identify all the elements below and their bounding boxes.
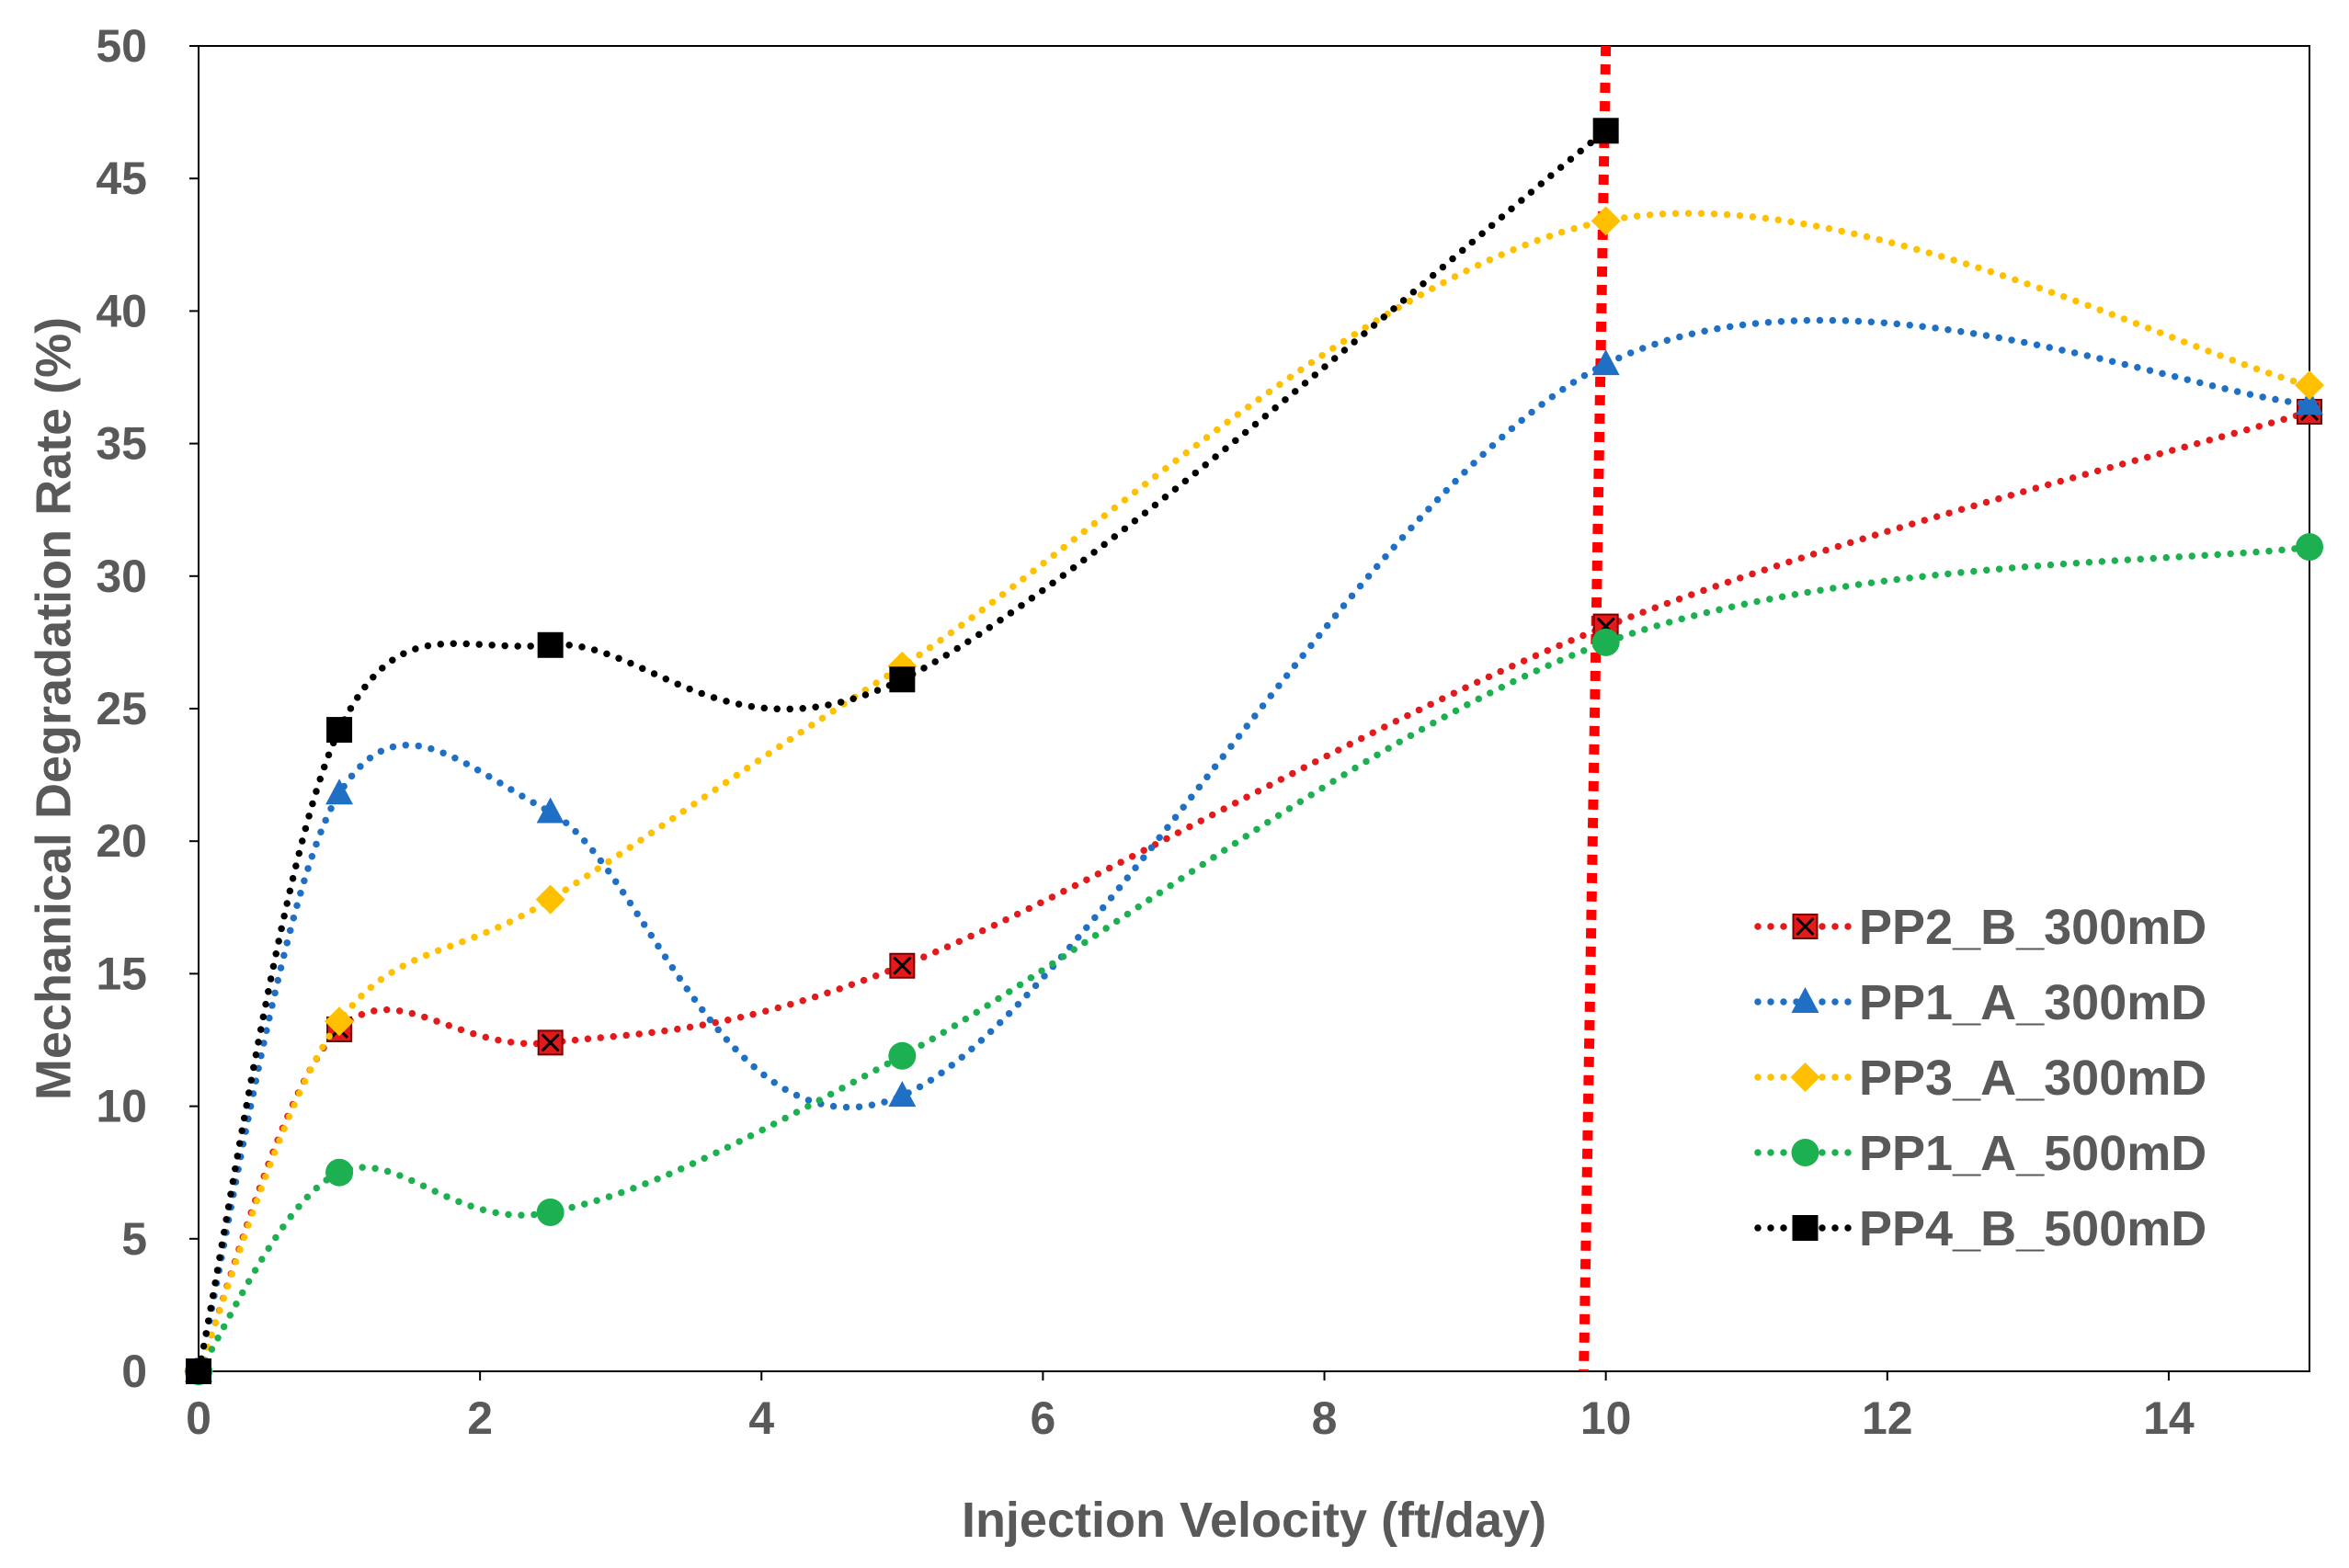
data-point <box>1592 118 1619 144</box>
data-point <box>537 631 564 658</box>
legend-marker <box>1790 1062 1820 1092</box>
data-point <box>888 1081 917 1108</box>
vertical-reference-line-layer <box>1579 45 1612 1372</box>
series-line <box>195 210 2313 1375</box>
series-line <box>195 316 2313 1375</box>
x-tick-label: 0 <box>186 1392 211 1444</box>
series-line <box>195 127 1610 1375</box>
series-PP1_A_500mD <box>185 533 2323 1385</box>
legend-item: PP1_A_300mD <box>1754 975 2206 1030</box>
data-point <box>1591 349 1620 376</box>
data-point <box>888 1041 917 1070</box>
series-PP4_B_500mD <box>186 118 1619 1384</box>
y-tick-label: 30 <box>96 551 147 602</box>
data-point <box>2296 389 2323 415</box>
data-point-cross <box>541 1033 560 1052</box>
legend-item: PP4_B_500mD <box>1754 1201 2206 1256</box>
data-point <box>1591 628 1620 656</box>
legend-item: PP1_A_500mD <box>1754 1126 2206 1181</box>
y-tick-label: 15 <box>96 948 147 999</box>
data-point <box>325 778 354 805</box>
legend-marker-cross <box>1796 916 1815 937</box>
y-tick-label: 0 <box>121 1346 147 1397</box>
data-point <box>186 1358 211 1384</box>
y-tick-label: 35 <box>96 418 147 470</box>
legend-label: PP3_A_300mD <box>1859 1051 2206 1106</box>
legend-label: PP1_A_500mD <box>1859 1126 2206 1181</box>
legend-marker <box>1791 1139 1819 1166</box>
x-tick-label: 10 <box>1580 1392 1632 1444</box>
x-axis-title: Injection Velocity (ft/day) <box>962 1493 1546 1548</box>
legend-item: PP3_A_300mD <box>1754 1051 2206 1106</box>
y-tick-label: 20 <box>96 815 147 867</box>
y-tick-label: 10 <box>96 1081 147 1132</box>
x-tick-label: 8 <box>1312 1392 1338 1444</box>
x-tick-label: 14 <box>2143 1392 2195 1444</box>
data-point <box>2295 370 2324 401</box>
data-point <box>536 797 564 824</box>
legend-marker <box>1791 987 1819 1013</box>
legend-label: PP1_A_300mD <box>1859 975 2206 1030</box>
x-tick-label: 6 <box>1030 1392 1055 1444</box>
data-point <box>536 1198 564 1226</box>
vertical-reference-line <box>1579 45 1612 1372</box>
data-point-cross <box>893 956 912 975</box>
data-point <box>325 1006 355 1037</box>
data-point <box>325 1158 354 1187</box>
data-point <box>2296 533 2323 562</box>
data-point <box>1591 206 1621 236</box>
x-axis-ticks: 0 2 4 6 8 10 12 14 <box>186 1371 2195 1444</box>
y-tick-label: 50 <box>96 20 147 72</box>
x-tick-label: 2 <box>467 1392 493 1444</box>
x-tick-label: 4 <box>748 1392 774 1444</box>
series-layer <box>184 118 2324 1386</box>
legend: PP2_B_300mD PP1_A_300mD PP3_A_300mD PP1_A_5… <box>1754 900 2206 1256</box>
x-tick-label: 12 <box>1862 1392 1913 1444</box>
y-tick-label: 25 <box>96 683 147 734</box>
data-point <box>889 666 916 693</box>
y-axis-ticks: 0 5 10 15 20 25 30 35 40 45 50 <box>96 20 199 1397</box>
legend-label: PP4_B_500mD <box>1859 1201 2206 1256</box>
y-tick-label: 5 <box>121 1213 147 1265</box>
y-tick-label: 40 <box>96 285 147 336</box>
legend-label: PP2_B_300mD <box>1859 900 2206 955</box>
data-point <box>535 884 565 915</box>
legend-item: PP2_B_300mD <box>1754 900 2206 955</box>
data-point <box>326 717 353 744</box>
legend-marker <box>1792 1215 1819 1241</box>
y-tick-label: 45 <box>96 153 147 204</box>
y-axis-title: Mechanical Degradation Rate (%) <box>26 317 81 1100</box>
